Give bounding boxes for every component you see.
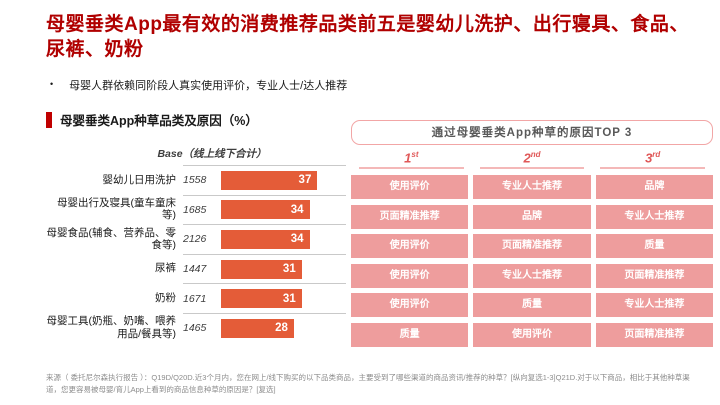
reason-cell: 质量 bbox=[473, 293, 591, 318]
reason-cell: 使用评价 bbox=[473, 322, 591, 347]
bar: 31 bbox=[221, 259, 302, 279]
bar-value-label: 37 bbox=[298, 174, 312, 187]
bar: 34 bbox=[221, 200, 310, 220]
bar-chart: Base（线上线下合计） 婴幼儿日用洗护 1558 37 母婴出行及寝具(童车童… bbox=[46, 146, 346, 343]
bullet-text: 母婴人群依赖同阶段人真实使用评价，专业人士/达人推荐 bbox=[69, 80, 348, 92]
page-title: 母婴垂类App最有效的消费推荐品类前五是婴幼儿洗护、出行寝具、食品、尿裤、奶粉 bbox=[46, 14, 689, 61]
category-label: 母婴工具(奶瓶、奶嘴、喂养用品/餐具等) bbox=[46, 315, 177, 340]
bar-value-label: 28 bbox=[275, 322, 288, 335]
reason-cell: 品牌 bbox=[595, 175, 713, 200]
reason-cell: 页面精准推荐 bbox=[473, 234, 591, 259]
top3-header-box: 通过母婴垂类App种草的原因TOP 3 bbox=[351, 120, 713, 145]
reason-cell: 专业人士推荐 bbox=[595, 204, 713, 229]
bar-track: 37 bbox=[221, 170, 346, 190]
category-label: 奶粉 bbox=[155, 291, 176, 304]
reasons-grid: 使用评价 专业人士推荐 品牌 页面精准推荐 品牌 专业人士推荐 使用评价 页面精… bbox=[351, 175, 713, 347]
bar-track: 34 bbox=[221, 229, 346, 249]
chart-row: 母婴工具(奶瓶、奶嘴、喂养用品/餐具等) 1465 28 bbox=[46, 312, 346, 343]
reason-cell: 品牌 bbox=[473, 204, 591, 229]
chart-row: 母婴食品(辅食、营养品、零食等) 2126 34 bbox=[46, 224, 346, 254]
base-value: 1671 bbox=[183, 292, 207, 305]
reason-cell: 使用评价 bbox=[351, 263, 469, 288]
reason-cell: 使用评价 bbox=[351, 293, 469, 318]
category-label: 母婴食品(辅食、营养品、零食等) bbox=[46, 226, 177, 251]
bar: 34 bbox=[221, 229, 310, 249]
reason-cell: 使用评价 bbox=[351, 175, 469, 200]
bar-track: 31 bbox=[221, 259, 346, 279]
bar-track: 28 bbox=[221, 318, 346, 338]
source-note: 来源（ 委托尼尔森执行报告 ）：Q19D/Q20D.近3个月内，您在网上/线下购… bbox=[46, 373, 690, 394]
bar-value-label: 34 bbox=[290, 233, 304, 246]
bullet-point: • 母婴人群依赖同阶段人真实使用评价，专业人士/达人推荐 bbox=[50, 77, 670, 93]
reason-cell: 专业人士推荐 bbox=[473, 175, 591, 200]
category-label: 婴幼儿日用洗护 bbox=[102, 173, 177, 186]
reason-cell: 质量 bbox=[595, 234, 713, 259]
base-value: 1558 bbox=[183, 174, 207, 187]
bar-value-label: 31 bbox=[282, 292, 296, 305]
base-value: 1447 bbox=[183, 263, 207, 276]
rank-header-3: 3rd bbox=[600, 150, 706, 170]
base-value: 1685 bbox=[183, 203, 207, 216]
rank-header-2: 2nd bbox=[479, 150, 585, 170]
bar: 37 bbox=[221, 170, 318, 190]
category-label: 母婴出行及寝具(童车童床等) bbox=[57, 197, 176, 222]
accent-bar-icon bbox=[46, 111, 52, 128]
rank-header-row: 1st 2nd 3rd bbox=[351, 150, 713, 170]
bar: 31 bbox=[221, 289, 302, 309]
chart-row: 母婴出行及寝具(童车童床等) 1685 34 bbox=[46, 194, 346, 225]
bar-track: 34 bbox=[221, 200, 346, 220]
chart-row: 奶粉 1671 31 bbox=[46, 283, 346, 313]
reason-cell: 页面精准推荐 bbox=[351, 204, 469, 229]
section-header: 母婴垂类App种草品类及原因（%） bbox=[46, 110, 258, 129]
reason-cell: 专业人士推荐 bbox=[595, 293, 713, 318]
reason-cell: 页面精准推荐 bbox=[595, 263, 713, 288]
base-value: 1465 bbox=[183, 322, 207, 335]
base-header-label: Base（线上线下合计） bbox=[157, 148, 267, 160]
bullet-icon: • bbox=[50, 79, 54, 89]
reason-cell: 页面精准推荐 bbox=[595, 322, 713, 347]
chart-row: 尿裤 1447 31 bbox=[46, 253, 346, 284]
base-value: 2126 bbox=[183, 233, 207, 246]
bar-value-label: 31 bbox=[282, 263, 296, 276]
chart-rows: 婴幼儿日用洗护 1558 37 母婴出行及寝具(童车童床等) 1685 34 bbox=[46, 165, 346, 343]
reason-cell: 质量 bbox=[351, 322, 469, 347]
reason-cell: 专业人士推荐 bbox=[473, 263, 591, 288]
reason-cell: 使用评价 bbox=[351, 234, 469, 259]
category-label: 尿裤 bbox=[155, 262, 176, 275]
chart-row: 婴幼儿日用洗护 1558 37 bbox=[46, 165, 346, 195]
bar-track: 31 bbox=[221, 289, 346, 309]
section-title: 母婴垂类App种草品类及原因（%） bbox=[60, 114, 258, 128]
top3-panel: 通过母婴垂类App种草的原因TOP 3 1st 2nd 3rd 使用评价 专业人… bbox=[351, 120, 713, 347]
bar: 28 bbox=[221, 318, 294, 338]
rank-header-1: 1st bbox=[359, 150, 464, 170]
bar-value-label: 34 bbox=[290, 203, 304, 216]
